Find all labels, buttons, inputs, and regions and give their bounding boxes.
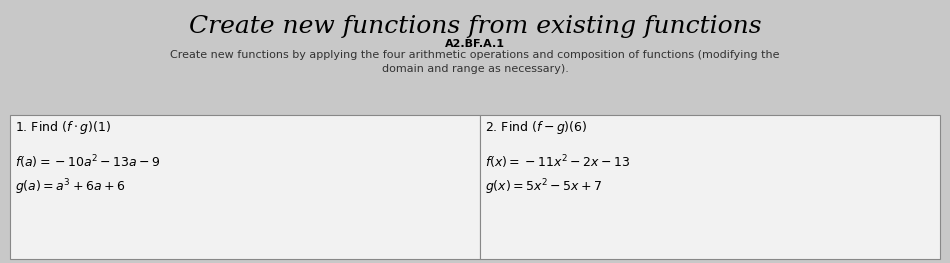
Text: 2. Find $(f - g)(6)$: 2. Find $(f - g)(6)$ xyxy=(485,119,587,136)
Text: Create new functions by applying the four arithmetic operations and composition : Create new functions by applying the fou… xyxy=(170,50,780,74)
Text: $f(a) =- 10a^2 - 13a - 9$: $f(a) =- 10a^2 - 13a - 9$ xyxy=(15,153,161,171)
Text: $f(x) =- 11x^2 - 2x - 13$: $f(x) =- 11x^2 - 2x - 13$ xyxy=(485,153,630,171)
Bar xyxy=(480,115,940,259)
Text: $g(x) = 5x^2 - 5x + 7$: $g(x) = 5x^2 - 5x + 7$ xyxy=(485,177,602,197)
Text: Create new functions from existing functions: Create new functions from existing funct… xyxy=(189,15,761,38)
Text: $g(a) = a^3 + 6a + 6$: $g(a) = a^3 + 6a + 6$ xyxy=(15,177,125,197)
Text: A2.BF.A.1: A2.BF.A.1 xyxy=(445,39,505,49)
Bar xyxy=(10,115,480,259)
Text: 1. Find $(f \cdot g)(1)$: 1. Find $(f \cdot g)(1)$ xyxy=(15,119,111,136)
